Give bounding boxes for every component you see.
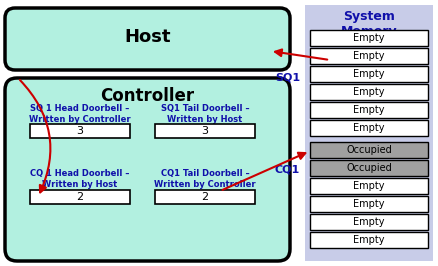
Text: Empty: Empty [353, 33, 385, 43]
Bar [310, 48, 428, 64]
Text: CQ 1 Head Doorbell –
Written by Host: CQ 1 Head Doorbell – Written by Host [30, 169, 130, 189]
Bar [310, 232, 428, 248]
Text: CQ1: CQ1 [275, 164, 300, 174]
Bar [155, 190, 255, 204]
Text: SQ1 Tail Doorbell –
Written by Host: SQ1 Tail Doorbell – Written by Host [161, 104, 249, 124]
Text: Controller: Controller [100, 87, 194, 105]
Bar [310, 178, 428, 194]
Bar [310, 30, 428, 46]
Text: 2: 2 [77, 192, 84, 202]
Bar [30, 190, 130, 204]
Bar [155, 124, 255, 138]
Text: CQ1 Tail Doorbell –
Written by Controller: CQ1 Tail Doorbell – Written by Controlle… [154, 169, 256, 189]
FancyBboxPatch shape [5, 78, 290, 261]
Bar [310, 142, 428, 158]
Text: Empty: Empty [353, 235, 385, 245]
Bar [310, 66, 428, 82]
Bar [310, 120, 428, 136]
Text: Empty: Empty [353, 105, 385, 115]
Text: 2: 2 [201, 192, 208, 202]
Text: Empty: Empty [353, 69, 385, 79]
Text: 3: 3 [201, 126, 208, 136]
Text: SQ 1 Head Doorbell –
Written by Controller: SQ 1 Head Doorbell – Written by Controll… [29, 104, 131, 124]
Bar [305, 5, 433, 261]
Text: Empty: Empty [353, 87, 385, 97]
Text: Empty: Empty [353, 181, 385, 191]
Text: Empty: Empty [353, 217, 385, 227]
Text: Empty: Empty [353, 51, 385, 61]
Text: Occupied: Occupied [346, 145, 392, 155]
Text: Empty: Empty [353, 123, 385, 133]
FancyBboxPatch shape [5, 8, 290, 70]
Text: Host: Host [124, 28, 171, 46]
Text: Occupied: Occupied [346, 163, 392, 173]
Text: SQ1: SQ1 [275, 73, 300, 83]
Bar [310, 214, 428, 230]
Text: System
Memory: System Memory [341, 10, 397, 38]
Bar [30, 124, 130, 138]
Text: 3: 3 [77, 126, 84, 136]
Bar [310, 84, 428, 100]
Bar [310, 160, 428, 176]
Bar [310, 196, 428, 212]
Bar [310, 102, 428, 118]
Text: Empty: Empty [353, 199, 385, 209]
